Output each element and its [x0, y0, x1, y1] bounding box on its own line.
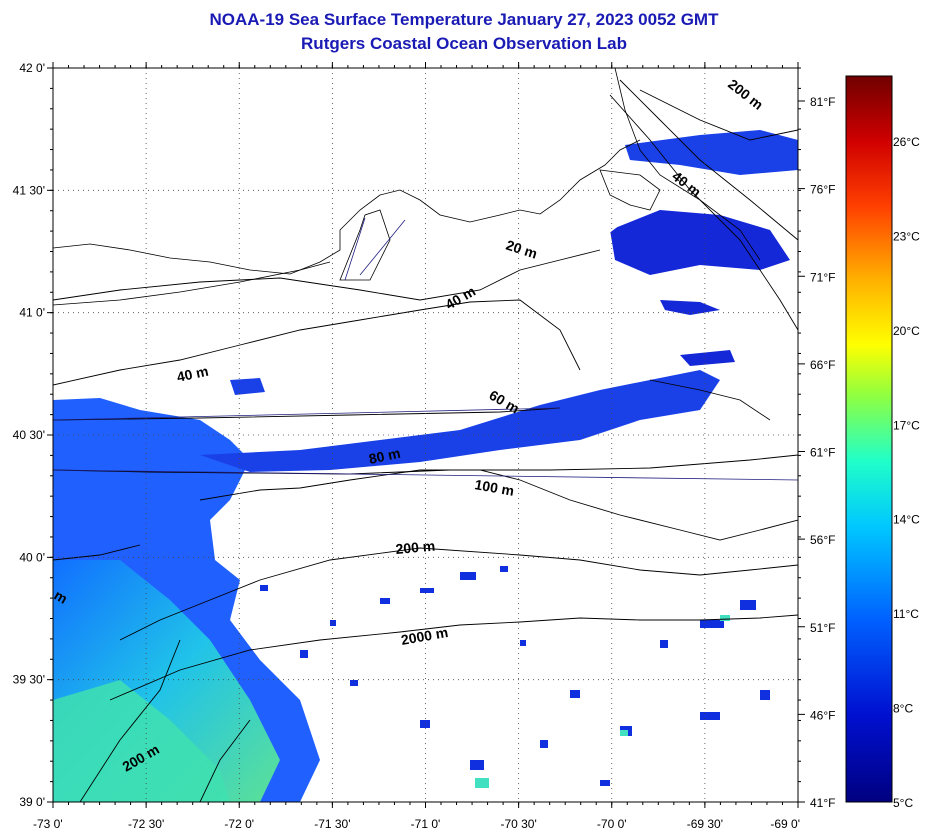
fahrenheit-label: 51°F	[810, 621, 835, 635]
longitude-labels: -73 0' -72 30' -72 0' -71 30' -71 0' -70 30' -…	[33, 817, 800, 831]
colorbar-label: 11°C	[893, 607, 919, 621]
fahrenheit-label: 46°F	[810, 708, 835, 722]
fahrenheit-label: 56°F	[810, 533, 835, 547]
longitude-label: -73 0'	[33, 817, 63, 831]
graticule	[53, 68, 798, 802]
longitude-label: -71 30'	[314, 817, 350, 831]
latitude-label: 41 30'	[13, 183, 45, 197]
bathymetry-contours	[53, 79, 798, 802]
colorbar-label: 17°C	[893, 418, 920, 432]
temperature-colorbar	[845, 75, 893, 803]
colorbar-label: 23°C	[893, 229, 920, 243]
fahrenheit-label: 81°F	[810, 95, 835, 109]
sst-nantucket-patch	[610, 210, 790, 275]
depth-label: 100 m	[473, 476, 515, 499]
fahrenheit-label: 71°F	[810, 270, 835, 284]
latitude-label: 40 30'	[13, 428, 45, 442]
sst-small-patch-1	[660, 300, 720, 315]
longitude-label: -70 0'	[597, 817, 627, 831]
latitude-label: 39 0'	[19, 795, 45, 809]
longitude-label: -69 30'	[687, 817, 723, 831]
land-long-island	[53, 250, 330, 320]
latitude-labels: 42 0' 41 30' 41 0' 40 30' 40 0' 39 30' 39 0'	[13, 61, 45, 809]
colorbar-label: 20°C	[893, 324, 920, 338]
track-lines	[53, 217, 798, 481]
latitude-label: 41 0'	[19, 306, 45, 320]
depth-labels: 200 m 40 m 20 m 40 m 40 m 60 m 80 m 100 …	[53, 76, 766, 775]
longitude-label: -72 0'	[224, 817, 254, 831]
colorbar-labels: 26°C 23°C 20°C 17°C 14°C 11°C 8°C 5°C	[893, 135, 920, 810]
fahrenheit-labels: 81°F 76°F 71°F 66°F 61°F 56°F 51°F 46°F 41°F	[810, 95, 835, 810]
depth-label: 200 m	[395, 538, 436, 557]
sst-cape-patch	[625, 130, 798, 175]
fahrenheit-label: 61°F	[810, 446, 835, 460]
colorbar-label: 14°C	[893, 513, 920, 527]
sst-small-patch-3	[230, 378, 265, 395]
fahrenheit-label: 76°F	[810, 183, 835, 197]
map-title: NOAA-19 Sea Surface Temperature January …	[209, 10, 719, 29]
longitude-label: -71 0'	[411, 817, 441, 831]
land-connecticut	[53, 68, 620, 250]
longitude-label: -69 0'	[770, 817, 800, 831]
map-subtitle: Rutgers Coastal Ocean Observation Lab	[301, 34, 627, 53]
sst-data-layer: 200 m 40 m 20 m 40 m 40 m 60 m 80 m 100 …	[53, 68, 798, 802]
depth-label: 80 m	[367, 445, 402, 467]
latitude-label: 40 0'	[19, 550, 45, 564]
sst-warm-pixels	[475, 615, 730, 788]
coastlines	[53, 68, 771, 421]
latitude-label: 42 0'	[19, 61, 45, 75]
colorbar-label: 8°C	[893, 702, 913, 716]
fahrenheit-label: 41°F	[810, 796, 835, 810]
sst-shelf-band	[200, 370, 720, 472]
latitude-label: 39 30'	[13, 673, 45, 687]
sst-gulfstream-edge	[53, 680, 230, 802]
fahrenheit-label: 66°F	[810, 358, 835, 372]
frame-ticks	[47, 62, 805, 808]
sst-small-patch-2	[680, 350, 735, 366]
longitude-label: -70 30'	[500, 817, 536, 831]
colorbar-label: 26°C	[893, 135, 920, 149]
longitude-label: -72 30'	[128, 817, 164, 831]
depth-label: 40 m	[175, 363, 210, 385]
colorbar-label: 5°C	[893, 796, 913, 810]
